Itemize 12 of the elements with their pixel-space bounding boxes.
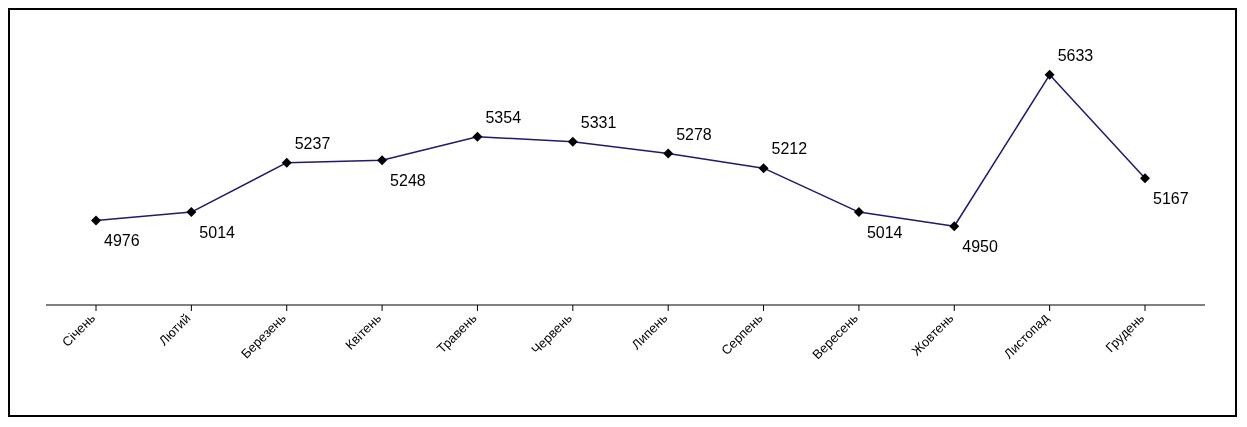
- data-label: 5278: [676, 125, 712, 143]
- data-label: 5014: [199, 224, 236, 242]
- data-label: 5633: [1057, 46, 1094, 64]
- data-label: 5237: [294, 134, 331, 152]
- data-label: 5167: [1153, 190, 1189, 208]
- data-label: 5354: [485, 108, 522, 126]
- data-label: 5212: [771, 140, 808, 158]
- data-label: 4950: [962, 238, 998, 256]
- data-label: 5014: [866, 224, 903, 242]
- data-label: 5331: [580, 113, 617, 131]
- data-label: 4976: [104, 232, 140, 250]
- data-label: 5248: [390, 172, 426, 190]
